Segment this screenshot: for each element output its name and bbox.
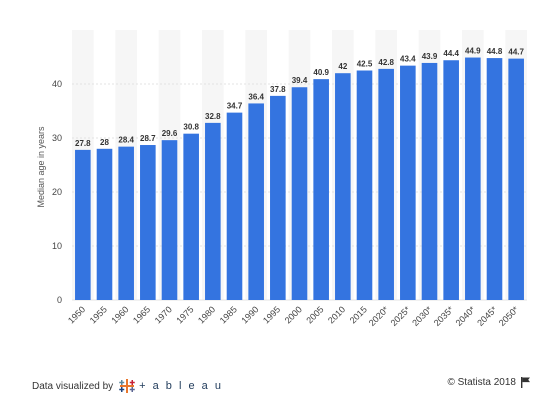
value-labels: 27.8 28 28.4 28.7 29.6 30.8 32.8 34.7 36.4 37.8 39…: [75, 47, 524, 148]
x-tick-label: 1990: [239, 304, 260, 325]
bar[interactable]: [400, 65, 416, 300]
value-label: 43.9: [422, 52, 438, 61]
tableau-wordmark: + a b l e a u: [139, 380, 223, 392]
y-tick-label: 30: [52, 133, 62, 143]
y-tick-label: 0: [57, 295, 62, 305]
x-tick-label: 2010: [326, 304, 347, 325]
value-label: 28.7: [140, 134, 156, 143]
x-tick-label: 2030*: [410, 304, 434, 328]
y-axis-ticks: 0 10 20 30 40: [52, 79, 62, 305]
x-tick-label: 2000: [283, 304, 304, 325]
value-label: 29.6: [162, 129, 178, 138]
value-label: 42: [338, 62, 347, 71]
copyright-text: © Statista 2018: [447, 377, 516, 388]
value-label: 42.8: [378, 58, 394, 67]
bar[interactable]: [378, 68, 394, 300]
x-tick-label: 2035*: [432, 304, 456, 328]
value-label: 34.7: [227, 102, 243, 111]
bar-chart: Median age in years 0 10 20 30 40 27.8 28 28.4…: [36, 46, 527, 329]
x-tick-label: 1950: [66, 304, 87, 325]
bar[interactable]: [313, 79, 329, 300]
flag-icon[interactable]: [521, 377, 531, 388]
bar[interactable]: [356, 70, 373, 301]
x-tick-label: 2015: [348, 304, 369, 325]
bar[interactable]: [291, 87, 308, 301]
y-tick-label: 40: [52, 79, 62, 89]
x-tick-label: 2020*: [367, 304, 391, 328]
value-label: 44.4: [443, 49, 459, 58]
bar[interactable]: [248, 103, 264, 300]
bar[interactable]: [96, 148, 113, 300]
x-tick-label: 1980: [196, 304, 217, 325]
x-tick-label: 2040*: [454, 304, 478, 328]
value-label: 40.9: [313, 68, 329, 77]
bar[interactable]: [226, 112, 243, 301]
bar[interactable]: [161, 140, 178, 300]
x-tick-label: 1985: [218, 304, 239, 325]
value-label: 39.4: [292, 76, 308, 85]
bar[interactable]: [508, 58, 524, 301]
y-tick-label: 10: [52, 241, 62, 251]
x-tick-label: 1975: [174, 304, 195, 325]
chart-bars: [75, 57, 524, 301]
x-tick-label: 1995: [261, 304, 282, 325]
x-tick-label: 2050*: [497, 304, 521, 328]
value-label: 43.4: [400, 55, 416, 64]
bar[interactable]: [443, 60, 459, 300]
y-tick-label: 20: [52, 187, 62, 197]
value-label: 28.4: [118, 136, 134, 145]
data-visualized-text: Data visualized by: [32, 380, 114, 392]
statista-credit[interactable]: © Statista 2018: [447, 377, 531, 388]
bar[interactable]: [140, 145, 156, 300]
bar[interactable]: [421, 62, 438, 300]
x-tick-label: 1965: [131, 304, 152, 325]
tableau-credit[interactable]: Data visualized by + a b l e a u: [32, 377, 223, 395]
value-label: 32.8: [205, 112, 221, 121]
value-label: 42.5: [357, 60, 373, 69]
value-label: 44.8: [487, 47, 503, 56]
value-label: 44.7: [508, 48, 524, 57]
x-tick-label: 2025*: [389, 304, 413, 328]
value-label: 27.8: [75, 139, 91, 148]
x-tick-label: 1955: [88, 304, 109, 325]
value-label: 36.4: [248, 92, 264, 101]
bar[interactable]: [205, 122, 221, 300]
value-label: 44.9: [465, 47, 481, 56]
bar[interactable]: [335, 73, 351, 300]
x-tick-label: 2045*: [475, 304, 499, 328]
bar[interactable]: [465, 57, 481, 300]
value-label: 37.8: [270, 85, 286, 94]
bar[interactable]: [486, 58, 503, 300]
x-tick-label: 2005: [304, 304, 325, 325]
footer: Data visualized by + a b l e a u © Stati…: [0, 372, 541, 394]
bar[interactable]: [270, 95, 286, 300]
x-tick-label: 1960: [109, 304, 130, 325]
tableau-logo-icon: [119, 379, 135, 393]
bar[interactable]: [75, 149, 91, 300]
value-label: 30.8: [183, 123, 199, 132]
x-tick-label: 1970: [153, 304, 174, 325]
bar[interactable]: [118, 146, 134, 300]
bar[interactable]: [183, 133, 199, 300]
y-axis-label: Median age in years: [36, 126, 46, 208]
value-label: 28: [100, 138, 109, 147]
x-axis-ticks: 1950 1955 1960 1965 1970 1975 1980 1985 1990 1995…: [66, 304, 521, 328]
